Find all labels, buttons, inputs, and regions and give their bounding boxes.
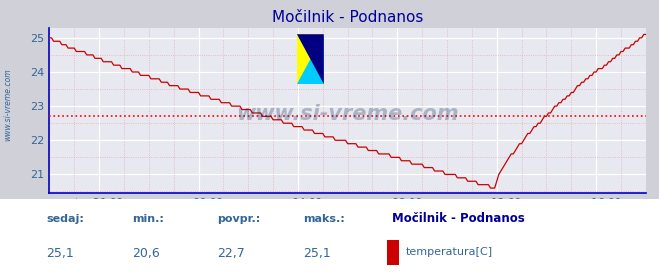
Text: sedaj:: sedaj: <box>46 214 84 224</box>
Polygon shape <box>297 34 324 84</box>
Text: maks.:: maks.: <box>303 214 345 224</box>
Title: Močilnik - Podnanos: Močilnik - Podnanos <box>272 10 423 25</box>
Text: 25,1: 25,1 <box>303 247 331 260</box>
Text: 25,1: 25,1 <box>46 247 74 260</box>
Text: temperatura[C]: temperatura[C] <box>405 247 492 257</box>
FancyBboxPatch shape <box>297 34 324 84</box>
Text: www.si-vreme.com: www.si-vreme.com <box>3 68 13 141</box>
Text: 20,6: 20,6 <box>132 247 159 260</box>
Text: povpr.:: povpr.: <box>217 214 261 224</box>
Text: 22,7: 22,7 <box>217 247 245 260</box>
Text: Močilnik - Podnanos: Močilnik - Podnanos <box>392 212 525 225</box>
Text: min.:: min.: <box>132 214 163 224</box>
Polygon shape <box>297 34 324 84</box>
Text: www.si-vreme.com: www.si-vreme.com <box>237 104 459 124</box>
